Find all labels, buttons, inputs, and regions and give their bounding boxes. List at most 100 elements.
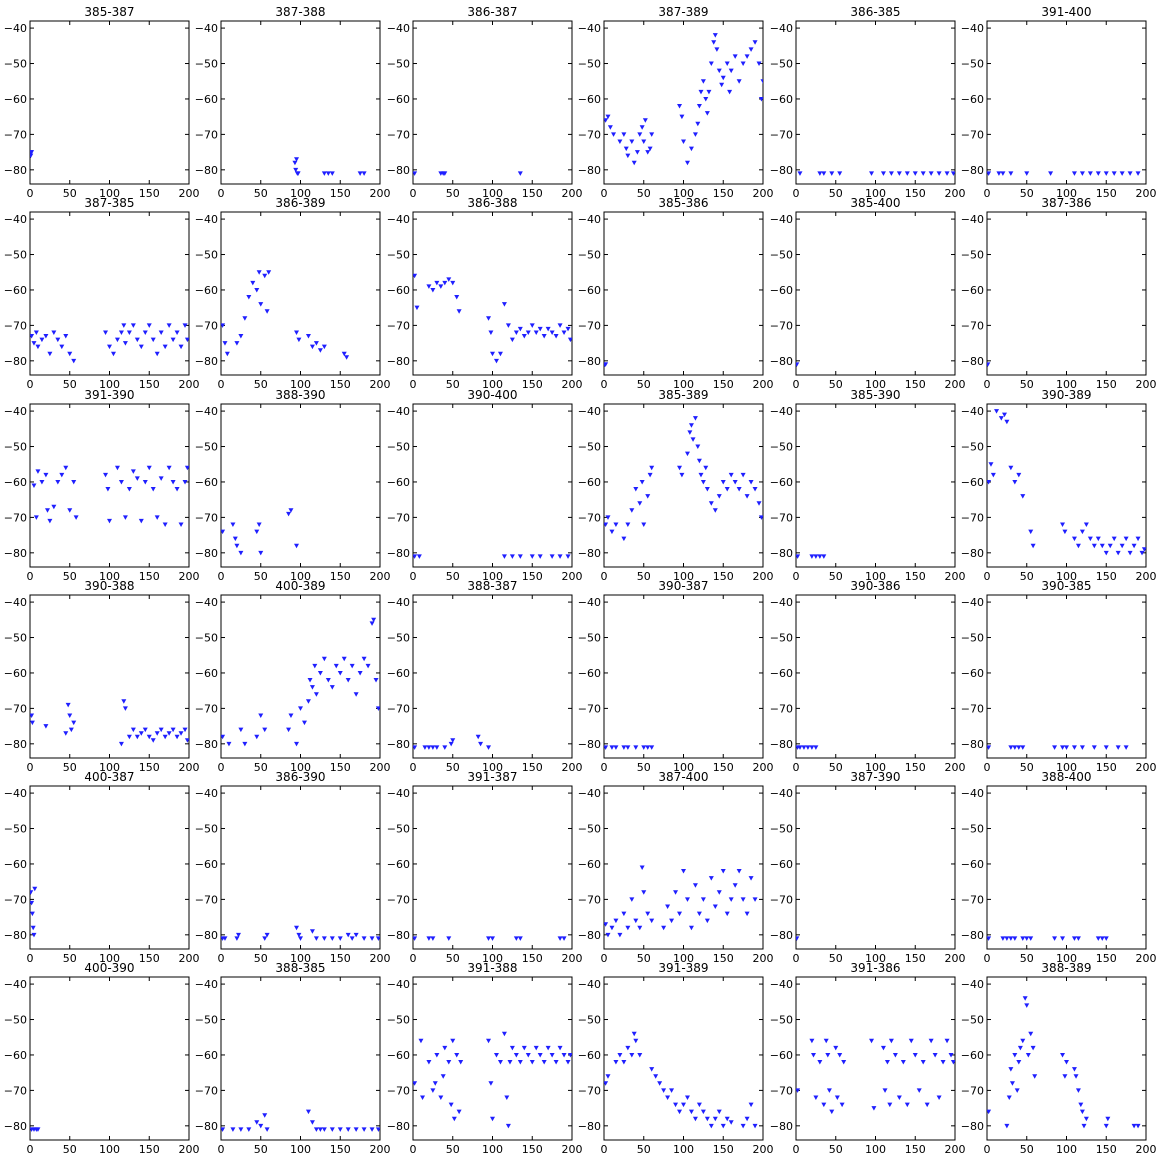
plot-frame [29, 20, 190, 185]
y-tick-label: −80 [387, 738, 410, 751]
data-point [107, 518, 112, 524]
data-point [1075, 543, 1081, 549]
point-group [221, 508, 300, 556]
data-point [720, 479, 726, 485]
data-point [621, 1060, 627, 1065]
x-tick-label: 150 [713, 378, 734, 391]
plot-frame [412, 785, 573, 950]
scatter-panel: 391-400 −40 −50 −60 −70 −800 50 100 150 200 [961, 5, 1157, 200]
plot-frame [29, 594, 190, 759]
x-tick-label: 200 [179, 952, 200, 965]
x-tick-label: 200 [1136, 1143, 1157, 1156]
y-tick-label: −70 [961, 319, 984, 332]
data-point [704, 918, 710, 924]
data-point [47, 351, 53, 357]
data-point [266, 270, 272, 275]
panel-title: 386-390 [275, 770, 325, 784]
y-tick-label: −70 [195, 128, 218, 141]
data-point [67, 351, 73, 357]
data-point [884, 1060, 890, 1065]
data-point [716, 890, 722, 895]
y-tick-label: −70 [195, 319, 218, 332]
plot-frame [986, 785, 1147, 950]
data-point [442, 280, 448, 286]
data-point [501, 554, 507, 559]
data-point [936, 171, 942, 176]
data-point [146, 323, 152, 328]
y-tick-label: −60 [195, 667, 218, 680]
x-tick-label: 100 [865, 1143, 886, 1156]
data-point [637, 925, 643, 931]
y-tick-label: −50 [578, 1014, 601, 1027]
data-point [1062, 1074, 1068, 1079]
data-point [432, 1081, 438, 1086]
data-point [126, 734, 132, 740]
plot-frame [29, 976, 190, 1141]
x-tick-label: 200 [753, 761, 774, 774]
data-point [63, 465, 69, 471]
data-point [258, 1123, 264, 1129]
y-tick-label: −40 [578, 787, 601, 800]
data-point [537, 554, 543, 559]
data-point [920, 1060, 926, 1065]
y-tick-label: −60 [387, 858, 410, 871]
data-point [440, 1074, 446, 1079]
data-point [565, 1060, 571, 1065]
y-tick-label: −80 [195, 355, 218, 368]
data-point [533, 1045, 539, 1051]
data-point [134, 337, 140, 343]
panel-title: 385-387 [84, 5, 134, 19]
y-tick-label: −40 [961, 405, 984, 418]
data-point [446, 277, 452, 282]
data-point [629, 897, 635, 902]
data-point [150, 487, 156, 492]
data-point [238, 550, 244, 556]
data-point [637, 501, 643, 506]
data-point [488, 1081, 494, 1086]
data-point [490, 936, 495, 941]
x-tick-label: 150 [905, 378, 926, 391]
x-tick-label: 200 [562, 952, 583, 965]
y-tick-label: −40 [578, 596, 601, 609]
data-point [744, 911, 750, 917]
data-point [1060, 1052, 1066, 1058]
plot-frame [603, 976, 764, 1141]
x-tick-label: 100 [482, 187, 503, 200]
data-point [138, 731, 144, 736]
y-tick-label: −70 [770, 893, 793, 906]
data-point [1024, 936, 1030, 941]
y-tick-label: −70 [195, 511, 218, 524]
data-point [258, 550, 264, 556]
panel-title: 385-400 [850, 196, 900, 210]
point-group [987, 362, 991, 367]
data-point [126, 330, 132, 335]
data-point [641, 139, 647, 144]
y-tick-label: −60 [195, 858, 218, 871]
data-point [950, 1060, 955, 1065]
data-point [525, 330, 531, 335]
y-tick-label: −60 [4, 476, 27, 489]
x-tick-label: 150 [713, 570, 734, 583]
data-point [880, 1045, 886, 1051]
y-tick-label: −70 [961, 893, 984, 906]
x-tick-label: 50 [254, 952, 268, 965]
data-point [254, 287, 260, 293]
data-point [413, 273, 418, 279]
plot-frame [603, 594, 764, 759]
x-tick-label: 0 [410, 378, 417, 391]
data-point [1091, 745, 1097, 750]
y-tick-label: −80 [387, 547, 410, 560]
data-point [700, 479, 706, 485]
data-point [71, 479, 77, 485]
point-group [30, 323, 189, 364]
x-tick-label: 100 [1056, 1143, 1077, 1156]
panel-title: 390-389 [1041, 388, 1091, 402]
y-tick-label: −60 [961, 284, 984, 297]
data-point [829, 1109, 835, 1115]
y-tick-label: −70 [961, 702, 984, 715]
data-point [712, 904, 718, 909]
scatter-panel: 391-390 −40 −50 −60 −70 −800 50 100 150 200 [4, 388, 200, 583]
x-tick-label: 100 [482, 378, 503, 391]
data-point [912, 1052, 918, 1058]
y-tick-label: −40 [195, 22, 218, 35]
